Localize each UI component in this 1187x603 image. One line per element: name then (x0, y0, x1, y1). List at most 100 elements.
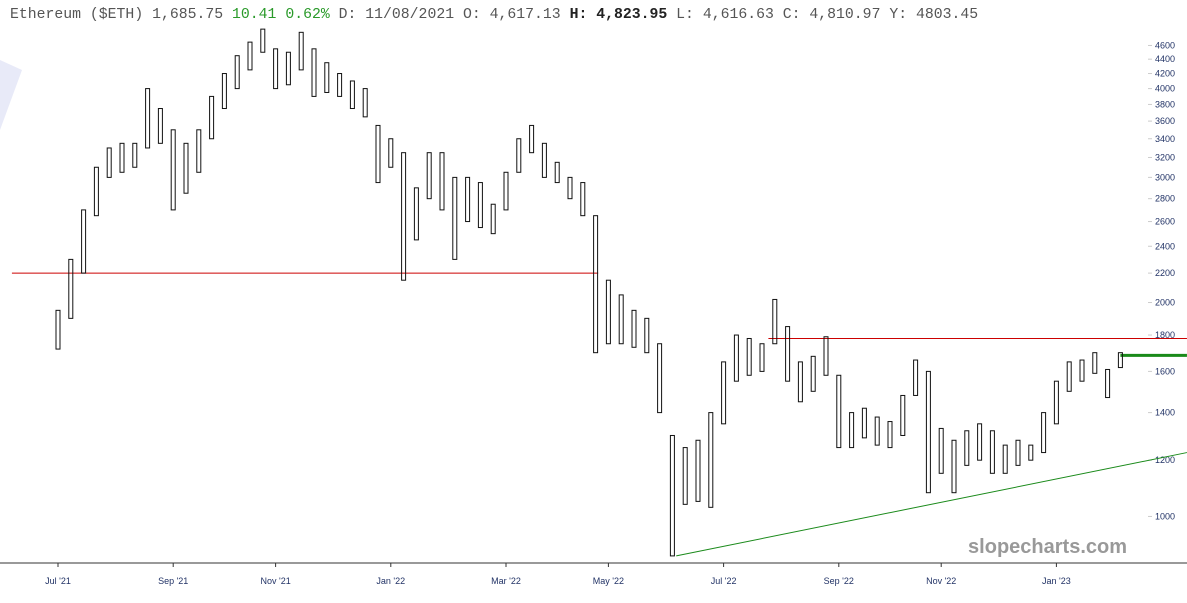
y-tick-label: 3800 (1155, 99, 1175, 109)
x-tick-label: Sep '22 (824, 576, 854, 586)
header-label: H: (570, 7, 588, 23)
decor (0, 60, 22, 130)
price-bar (93, 166, 99, 217)
price-bar (145, 88, 151, 149)
price-bar (1066, 361, 1072, 392)
price-bar (1015, 439, 1021, 466)
price-bar (260, 28, 266, 53)
price-bar (1105, 368, 1111, 399)
annotation-line (676, 452, 1187, 557)
price-bar (68, 258, 74, 319)
y-tick-label: 4200 (1155, 69, 1175, 79)
price-bar (452, 176, 458, 260)
header-label: Y: (889, 7, 907, 23)
header-label: D: (339, 7, 357, 23)
price-bar (746, 337, 752, 376)
price-bar (1079, 359, 1085, 382)
price-bar (849, 412, 855, 449)
price-bar (695, 439, 701, 502)
header-value: 4,617.13 (490, 7, 561, 23)
y-tick-label: 3200 (1155, 152, 1175, 162)
price-bar (964, 430, 970, 466)
price-bar (170, 129, 176, 211)
price-bar (388, 138, 394, 168)
x-tick-label: Mar '22 (491, 576, 521, 586)
price-bar (362, 88, 368, 118)
y-tick-label: 1600 (1155, 366, 1175, 376)
price-bar (375, 124, 381, 184)
price-bar (772, 298, 778, 345)
x-tick-label: Sep '21 (158, 576, 188, 586)
x-tick-label: Jul '21 (45, 576, 71, 586)
price-bar (721, 361, 727, 425)
header-value: 4,823.95 (596, 7, 667, 23)
price-bar (1053, 380, 1059, 425)
header-last: 1,685.75 (152, 7, 223, 23)
price-bar (644, 317, 650, 354)
price-bar (951, 439, 957, 494)
price-bar (989, 430, 995, 474)
price-bar (1117, 352, 1123, 369)
price-bar (132, 142, 138, 168)
price-bar (708, 412, 714, 508)
price-bar (349, 80, 355, 110)
x-tick-label: Jan '23 (1042, 576, 1071, 586)
y-tick-label: 1400 (1155, 408, 1175, 418)
x-tick-label: Jul '22 (711, 576, 737, 586)
price-bar (529, 124, 535, 154)
price-bar (157, 108, 163, 144)
price-bar (823, 336, 829, 376)
price-bar (541, 142, 547, 178)
y-tick-label: 1800 (1155, 330, 1175, 340)
y-tick-label: 2000 (1155, 298, 1175, 308)
x-tick-label: Nov '21 (260, 576, 290, 586)
price-bar (759, 343, 765, 372)
price-bar (477, 182, 483, 229)
header-value: 4,810.97 (809, 7, 880, 23)
price-bar (733, 334, 739, 382)
price-bar (337, 73, 343, 97)
header-label: C: (783, 7, 801, 23)
price-bar (1092, 352, 1098, 374)
y-tick-label: 3400 (1155, 134, 1175, 144)
price-bar (221, 73, 227, 110)
price-bar (913, 359, 919, 396)
price-bar (273, 48, 279, 90)
y-tick-label: 2200 (1155, 268, 1175, 278)
price-bar (618, 294, 624, 345)
header-label: L: (676, 7, 694, 23)
price-bar (797, 361, 803, 403)
price-bar (938, 427, 944, 474)
x-tick-label: Jan '22 (376, 576, 405, 586)
price-bar (810, 355, 816, 392)
watermark: slopecharts.com (968, 536, 1127, 558)
price-bar (925, 370, 931, 494)
price-bar (682, 447, 688, 505)
price-bar (605, 279, 611, 345)
price-bar (106, 147, 112, 178)
price-bar (580, 182, 586, 217)
price-bar (503, 171, 509, 211)
price-bar (81, 209, 87, 274)
price-bar (55, 309, 61, 350)
price-bar (785, 326, 791, 382)
price-bar (234, 55, 240, 90)
price-bar (1041, 412, 1047, 454)
price-bar (1002, 444, 1008, 474)
price-bar (554, 161, 560, 184)
header-value: 4803.45 (916, 7, 978, 23)
price-bar (465, 176, 471, 223)
price-bar (977, 423, 983, 461)
price-bar (669, 434, 675, 557)
price-bar (426, 152, 432, 200)
price-bar (196, 129, 202, 173)
x-tick-label: May '22 (593, 576, 624, 586)
header-value: 4,616.63 (703, 7, 774, 23)
y-tick-label: 3000 (1155, 172, 1175, 182)
x-tick-label: Nov '22 (926, 576, 956, 586)
header-title: Ethereum ($ETH) (10, 7, 143, 23)
header: Ethereum ($ETH) 1,685.75 10.41 0.62% D: … (10, 7, 978, 23)
header-label: O: (463, 7, 481, 23)
y-tick-label: 2800 (1155, 194, 1175, 204)
